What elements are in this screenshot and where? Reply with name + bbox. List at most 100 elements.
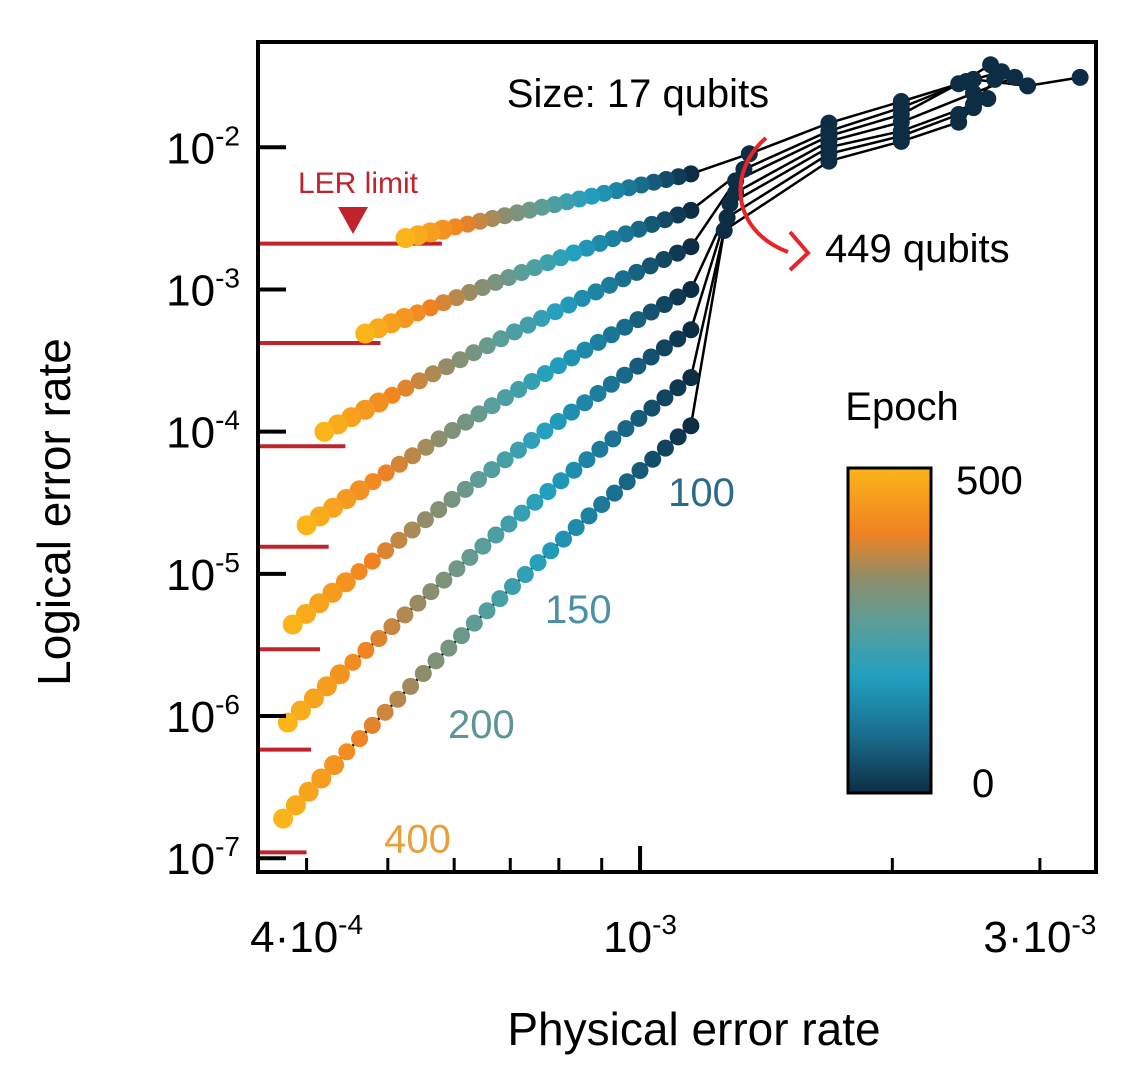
data-point — [682, 201, 700, 219]
x-axis-title: Physical error rate — [507, 1003, 880, 1055]
data-point — [509, 441, 527, 459]
ler-limits — [258, 241, 442, 855]
data-point — [478, 337, 496, 355]
data-point — [403, 521, 421, 539]
data-point — [642, 303, 660, 321]
data-point — [377, 464, 395, 482]
data-point — [601, 276, 618, 294]
data-point — [580, 507, 598, 525]
data-point — [576, 394, 594, 412]
data-point — [396, 606, 414, 624]
y-axis-title: Logical error rate — [28, 338, 80, 686]
data-point — [602, 326, 620, 344]
data-point — [604, 230, 622, 248]
data-point — [669, 428, 687, 446]
data-point — [465, 614, 483, 632]
data-point — [560, 296, 578, 314]
y-tick-label: 10-2 — [166, 120, 240, 173]
data-point — [578, 239, 596, 257]
data-point — [422, 583, 440, 601]
data-point — [510, 381, 528, 398]
data-point — [513, 264, 531, 281]
data-point — [461, 548, 479, 566]
data-point — [604, 430, 622, 448]
epoch-labels: 100 150 200 400 — [384, 471, 735, 861]
data-point — [338, 743, 356, 761]
data-point — [573, 289, 591, 307]
data-point — [363, 552, 381, 570]
data-point — [500, 515, 518, 533]
data-point — [273, 808, 294, 829]
data-point — [500, 269, 518, 286]
data-point — [1006, 68, 1024, 86]
data-point — [682, 417, 700, 435]
data-point — [421, 299, 439, 317]
colorbar — [846, 466, 933, 795]
data-point — [478, 602, 496, 620]
data-point — [417, 438, 435, 456]
data-point — [539, 483, 557, 500]
data-point — [357, 641, 375, 659]
data-point — [655, 296, 673, 313]
ler-limit-marker — [338, 207, 368, 234]
data-point — [389, 690, 407, 708]
data-point — [533, 309, 551, 327]
data-point — [986, 70, 1004, 88]
data-point — [443, 422, 461, 439]
size-arrow — [738, 136, 789, 254]
data-point — [397, 379, 415, 397]
data-point — [576, 341, 594, 359]
data-point — [656, 211, 674, 229]
colorbar-min-label: 0 — [972, 762, 994, 806]
data-point — [383, 618, 401, 636]
data-point — [950, 113, 968, 131]
data-point — [440, 639, 458, 657]
data-point — [643, 399, 661, 417]
data-point — [539, 254, 557, 272]
data-point — [563, 403, 580, 421]
data-point — [602, 375, 620, 393]
data-point — [616, 318, 634, 336]
data-point — [552, 472, 570, 490]
data-point — [630, 409, 648, 427]
data-point — [424, 365, 442, 383]
data-point — [965, 99, 982, 117]
data-point — [606, 484, 623, 502]
data-point — [526, 493, 544, 511]
data-point — [979, 90, 997, 108]
data-point — [282, 614, 303, 635]
data-point — [669, 330, 687, 348]
data-point — [434, 294, 452, 312]
data-point — [453, 627, 470, 645]
data-point — [457, 413, 475, 431]
data-point — [589, 333, 607, 351]
data-point — [376, 703, 394, 721]
data-point — [430, 430, 448, 448]
data-point — [536, 365, 554, 383]
data-point — [355, 323, 376, 344]
data-point — [470, 471, 487, 488]
data-point — [430, 501, 448, 519]
data-point — [526, 259, 544, 277]
epoch-curve-label: 200 — [448, 703, 515, 747]
data-point — [614, 270, 632, 288]
data-point — [390, 531, 408, 549]
data-point — [303, 688, 324, 709]
data-point — [290, 700, 311, 721]
data-point — [474, 537, 492, 555]
data-point — [1071, 68, 1089, 86]
series-points — [273, 56, 1089, 829]
data-point — [643, 215, 661, 233]
data-point — [641, 257, 659, 275]
data-point — [427, 652, 445, 670]
data-point — [329, 664, 350, 685]
data-point — [982, 56, 1000, 74]
data-point — [578, 451, 596, 469]
data-point — [668, 244, 686, 262]
data-point — [591, 440, 609, 458]
data-point — [414, 665, 432, 682]
data-point — [593, 496, 611, 513]
data-point — [314, 421, 335, 442]
data-point — [618, 473, 636, 491]
data-point — [344, 653, 362, 671]
